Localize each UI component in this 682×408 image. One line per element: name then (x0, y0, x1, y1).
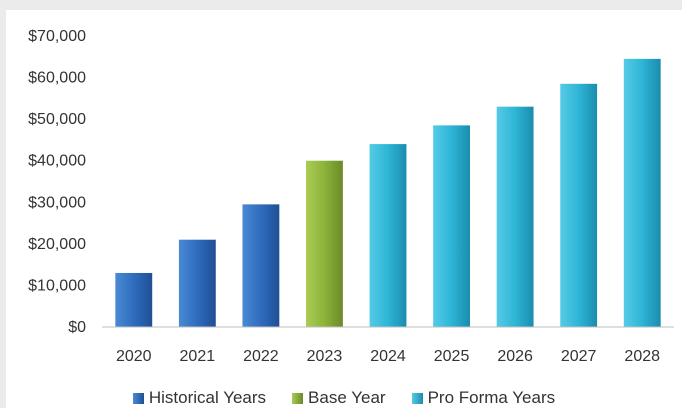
legend: Historical Years Base Year Pro Forma Yea… (6, 388, 682, 408)
y-tick-label: $40,000 (28, 153, 86, 170)
y-tick-label: $60,000 (28, 70, 86, 87)
y-tick-label: $0 (68, 319, 86, 336)
y-tick-label: $70,000 (28, 28, 86, 45)
y-axis-tick-labels: $0 $10,000 $20,000 $30,000 $40,000 $50,000 $60… (28, 28, 86, 336)
x-tick-label: 2020 (116, 348, 152, 365)
chart-area: $0 $10,000 $20,000 $30,000 $40,000 $50,000 $60… (6, 10, 682, 408)
x-tick-label: 2021 (180, 348, 216, 365)
x-tick-label: 2027 (561, 348, 597, 365)
legend-swatch-proforma (411, 392, 423, 404)
bar-2023 (306, 160, 343, 327)
x-tick-label: 2026 (497, 348, 533, 365)
bar-2021 (178, 239, 216, 327)
bars (115, 58, 661, 328)
legend-swatch-historical (132, 392, 144, 404)
legend-item-proforma: Pro Forma Years (411, 388, 556, 408)
legend-label-proforma: Pro Forma Years (427, 388, 556, 407)
bar-2025 (433, 125, 470, 327)
bar-2028 (623, 58, 661, 327)
bar-2027 (560, 83, 598, 327)
y-tick-label: $20,000 (28, 236, 86, 253)
bar-2020 (115, 272, 153, 327)
bar-2026 (496, 106, 534, 328)
bar-chart: $0 $10,000 $20,000 $30,000 $40,000 $50,000 $60… (28, 28, 674, 365)
bar-2024 (369, 144, 407, 327)
legend-swatch-base (292, 392, 304, 404)
legend-item-historical: Historical Years (132, 388, 267, 408)
x-axis-tick-labels: 2020 2021 2022 2023 2024 2025 2026 2027 2028 (116, 348, 660, 365)
x-tick-label: 2024 (370, 348, 406, 365)
y-tick-label: $30,000 (28, 194, 86, 211)
legend-label-historical: Historical Years (148, 388, 267, 407)
y-tick-label: $50,000 (28, 111, 86, 128)
legend-item-base: Base Year (292, 388, 386, 408)
x-tick-label: 2023 (307, 348, 343, 365)
legend-label-base: Base Year (308, 388, 386, 407)
x-tick-label: 2025 (434, 348, 470, 365)
y-tick-label: $10,000 (28, 277, 86, 294)
x-tick-label: 2022 (243, 348, 279, 365)
x-tick-label: 2028 (624, 348, 660, 365)
bar-2022 (242, 204, 280, 327)
